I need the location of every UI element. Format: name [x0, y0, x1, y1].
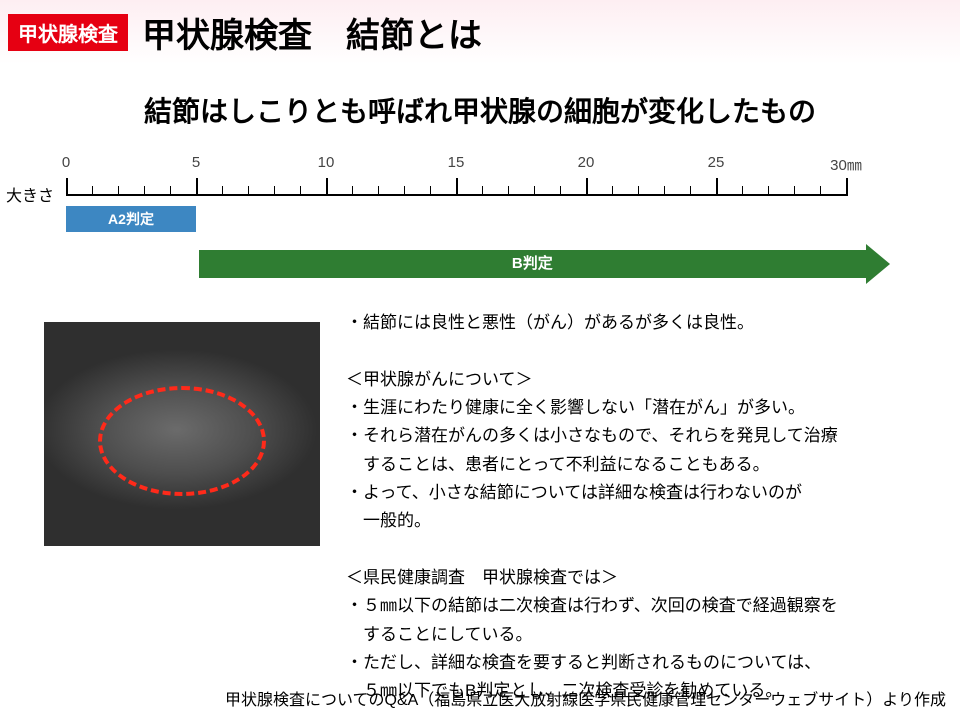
bullet: ・結節には良性と悪性（がん）があるが多くは良性。: [346, 310, 838, 336]
ruler-tick-label: 15: [448, 154, 465, 171]
ruler-subtick: [768, 186, 769, 196]
ruler-subtick: [794, 186, 795, 196]
bullet-cont: 一般的。: [346, 508, 838, 534]
bullet: ・生涯にわたり健康に全く影響しない「潜在がん」が多い。: [346, 395, 838, 421]
ruler-subtick: [690, 186, 691, 196]
b-range-bar: B判定: [199, 250, 866, 278]
content-row: ・結節には良性と悪性（がん）があるが多くは良性。 ＜甲状腺がんについて＞ ・生涯…: [0, 310, 960, 707]
ruler-subtick: [508, 186, 509, 196]
ruler-subtick: [404, 186, 405, 196]
ruler-subtick: [170, 186, 171, 196]
ruler-subtick: [820, 186, 821, 196]
ruler-tick-label: 5: [192, 154, 200, 171]
ruler-tick-label: 10: [318, 154, 335, 171]
ruler-subtick: [144, 186, 145, 196]
section-heading: ＜県民健康調査 甲状腺検査では＞: [346, 565, 838, 591]
ruler-subtick: [638, 186, 639, 196]
header: 甲状腺検査 甲状腺検査 結節とは: [0, 0, 960, 64]
bullet-cont: することは、患者にとって不利益になることもある。: [346, 452, 838, 478]
ruler-subtick: [482, 186, 483, 196]
ruler-subtick: [248, 186, 249, 196]
ruler-subtick: [378, 186, 379, 196]
subtitle: 結節はしこりとも呼ばれ甲状腺の細胞が変化したもの: [0, 90, 960, 130]
ruler-subtick: [560, 186, 561, 196]
a2-range-bar: A2判定: [66, 206, 196, 232]
ruler-subtick: [274, 186, 275, 196]
ruler-tick-label: 0: [62, 154, 70, 171]
ruler-tick: [66, 178, 68, 196]
ruler-subtick: [430, 186, 431, 196]
bullet: ・５㎜以下の結節は二次検査は行わず、次回の検査で経過観察を: [346, 593, 838, 619]
ruler-subtick: [534, 186, 535, 196]
ruler-subtick: [92, 186, 93, 196]
ruler-subtick: [222, 186, 223, 196]
ruler-tick-label: 30㎜: [830, 154, 862, 175]
ruler-tick: [846, 178, 848, 196]
explanation-text: ・結節には良性と悪性（がん）があるが多くは良性。 ＜甲状腺がんについて＞ ・生涯…: [346, 310, 838, 707]
size-ruler: 大きさ A2判定 B判定 051015202530㎜: [60, 154, 900, 304]
ruler-subtick: [742, 186, 743, 196]
axis-label: 大きさ: [6, 182, 54, 206]
category-badge: 甲状腺検査: [8, 14, 128, 51]
ruler-tick-label: 25: [708, 154, 725, 171]
ruler-subtick: [664, 186, 665, 196]
ruler-tick: [196, 178, 198, 196]
footer-credit: 甲状腺検査についてのQ&A（福島県立医大放射線医学県民健康管理センターウェブサイ…: [225, 686, 946, 710]
ultrasound-image: [44, 322, 320, 546]
bullet: ・ただし、詳細な検査を要すると判断されるものについては、: [346, 650, 838, 676]
ruler-tick: [326, 178, 328, 196]
bullet-cont: することにしている。: [346, 622, 838, 648]
nodule-marker-ellipse: [98, 386, 266, 496]
page-title: 甲状腺検査 結節とは: [142, 8, 482, 57]
ruler-tick: [456, 178, 458, 196]
bullet: ・よって、小さな結節については詳細な検査は行わないのが: [346, 480, 838, 506]
ruler-subtick: [300, 186, 301, 196]
ruler-subtick: [118, 186, 119, 196]
section-heading: ＜甲状腺がんについて＞: [346, 367, 838, 393]
ruler-subtick: [612, 186, 613, 196]
ruler-tick: [716, 178, 718, 196]
ruler-tick: [586, 178, 588, 196]
bullet: ・それら潜在がんの多くは小さなもので、それらを発見して治療: [346, 423, 838, 449]
ruler-subtick: [352, 186, 353, 196]
b-range-arrowhead: [866, 244, 890, 284]
ruler-tick-label: 20: [578, 154, 595, 171]
